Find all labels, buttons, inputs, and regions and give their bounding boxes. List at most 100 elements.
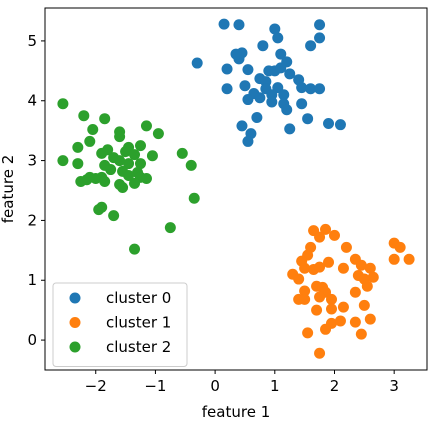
cluster-0-point [236, 120, 248, 132]
cluster-0-point [314, 83, 326, 95]
cluster-0-point [218, 18, 230, 30]
cluster-2-point [72, 141, 84, 153]
x-axis: −2 −1 0 1 2 3 [85, 370, 399, 395]
legend-label: cluster 0 [106, 289, 171, 307]
cluster-1-point [326, 293, 337, 305]
cluster-0-point [266, 96, 278, 108]
cluster-2-point [84, 135, 96, 147]
cluster-1-point [293, 273, 305, 285]
cluster-2-point [114, 131, 126, 143]
y-axis: 0 1 2 3 4 5 [27, 32, 45, 349]
cluster-0-point [230, 48, 242, 60]
x-tick-label: 3 [389, 377, 399, 395]
x-tick-label: 0 [210, 377, 220, 395]
cluster-0-point [272, 32, 284, 44]
cluster-2-point [75, 176, 87, 188]
cluster-1-point [394, 241, 406, 253]
legend-marker [69, 317, 81, 328]
cluster-2-point [108, 210, 120, 222]
cluster-0-point [233, 19, 245, 31]
cluster-2-point [140, 120, 152, 132]
cluster-1-point [358, 299, 370, 311]
cluster-0-point [278, 89, 290, 101]
cluster-0-point [257, 40, 269, 52]
cluster-0-point [305, 40, 317, 52]
cluster-0-point [284, 68, 296, 80]
cluster-2-point [185, 159, 197, 171]
cluster-1-point [314, 231, 326, 243]
cluster-0-point [221, 63, 233, 75]
cluster-0-point [239, 80, 251, 92]
cluster-2-point [57, 98, 69, 110]
cluster-0-point [221, 83, 233, 95]
cluster-2-point [99, 113, 111, 125]
cluster-1-point [340, 241, 352, 253]
cluster-2-point [87, 123, 99, 135]
cluster-2-point [164, 222, 176, 234]
cluster-1-point [355, 259, 367, 271]
cluster-2-point [129, 243, 141, 255]
x-tick-label: −2 [85, 377, 107, 395]
cluster-2-point [84, 171, 96, 183]
cluster-2-point [117, 182, 129, 193]
cluster-1-point [364, 313, 376, 325]
cluster-1-point [355, 328, 367, 340]
cluster-0-point [242, 135, 254, 147]
legend-marker [69, 341, 81, 353]
y-tick-label: 3 [27, 152, 37, 170]
cluster-1-point [299, 262, 311, 274]
cluster-2-point [78, 110, 90, 122]
cluster-0-point [191, 57, 203, 69]
legend: cluster 0 cluster 1 cluster 2 [52, 282, 188, 367]
cluster-0-point [314, 19, 326, 31]
cluster-2-point [146, 150, 158, 162]
plot-frame [44, 7, 428, 371]
x-tick-label: 1 [270, 377, 280, 395]
y-tick-label: 5 [27, 32, 37, 50]
x-tick-label: 2 [330, 377, 340, 395]
cluster-1-point [311, 304, 323, 316]
cluster-1-point [334, 315, 346, 327]
cluster-2-point [99, 176, 111, 188]
cluster-0-point [242, 94, 254, 106]
cluster-2-point [105, 164, 117, 176]
cluster-1-point [299, 293, 311, 305]
legend-box [52, 282, 188, 367]
cluster-0-point [296, 82, 308, 94]
y-axis-label: feature 2 [0, 155, 17, 223]
y-tick-label: 0 [27, 331, 37, 349]
cluster-2-point [188, 192, 200, 204]
points-layer [57, 18, 415, 359]
cluster-0-point [254, 92, 266, 104]
cluster-0-point [281, 104, 293, 116]
cluster-2-point [123, 170, 135, 182]
cluster-1-point [326, 303, 337, 315]
cluster-2-point [135, 158, 146, 170]
cluster-0-point [314, 32, 326, 44]
cluster-1-point [364, 262, 376, 274]
cluster-1-point [337, 262, 349, 274]
cluster-2-point [93, 204, 105, 216]
cluster-1-point [314, 261, 326, 273]
cluster-2-point [140, 173, 152, 185]
cluster-1-point [349, 286, 361, 298]
legend-label: cluster 1 [106, 314, 171, 332]
cluster-1-point [337, 301, 349, 313]
x-axis-label: feature 1 [202, 403, 270, 421]
cluster-1-point [323, 256, 335, 268]
cluster-2-point [114, 155, 126, 167]
cluster-1-point [302, 327, 314, 339]
x-tick-label: −1 [144, 377, 166, 395]
cluster-1-point [367, 271, 379, 283]
cluster-0-point [305, 83, 317, 95]
cluster-2-point [152, 128, 164, 140]
cluster-0-point [275, 62, 287, 74]
cluster-2-point [120, 146, 132, 158]
cluster-1-point [320, 323, 332, 335]
cluster-2-point [123, 158, 135, 170]
cluster-0-point [323, 117, 335, 129]
cluster-0-point [251, 112, 263, 123]
cluster-0-point [302, 113, 314, 125]
cluster-1-point [299, 285, 311, 297]
